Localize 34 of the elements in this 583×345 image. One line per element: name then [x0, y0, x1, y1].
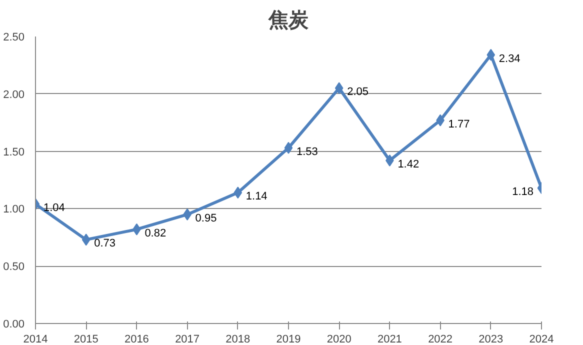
x-tick-label: 2014	[23, 334, 48, 345]
x-tick-label: 2015	[74, 334, 98, 345]
point	[82, 234, 90, 246]
x-tick-label: 2019	[276, 334, 301, 345]
y-tick-label: 0.50	[3, 261, 25, 274]
x-tick-label: 2021	[377, 334, 402, 345]
x-tick-label: 2024	[529, 334, 554, 345]
point	[486, 48, 496, 61]
data-label: 0.82	[144, 227, 166, 240]
point	[234, 186, 242, 199]
x-tick-label: 2023	[478, 334, 504, 345]
chart-title: 焦炭	[268, 8, 310, 32]
x-tick-label: 2017	[175, 334, 200, 345]
y-tick-label: 1.00	[3, 204, 25, 216]
data-label: 1.77	[448, 118, 470, 130]
data-label: 0.95	[195, 212, 217, 224]
data-label: 1.04	[44, 202, 65, 214]
data-label: 1.18	[512, 186, 534, 198]
data-label: 0.73	[94, 238, 116, 250]
x-tick-label: 2022	[428, 334, 453, 345]
x-tick-label: 2016	[124, 334, 149, 345]
data-label: 1.42	[398, 158, 420, 170]
data-label: 1.14	[246, 190, 268, 203]
data-label: 1.53	[296, 146, 318, 158]
data-label: 2.34	[498, 52, 520, 65]
y-tick-label: 1.50	[3, 146, 25, 158]
y-tick-label: 2.50	[3, 32, 25, 44]
data-label: 2.05	[347, 86, 369, 98]
y-tick-label: 2.00	[3, 88, 25, 101]
x-tick-label: 2018	[226, 334, 250, 345]
y-tick-label: 0.00	[3, 318, 25, 330]
point	[334, 82, 344, 94]
point	[284, 142, 293, 154]
x-tick-label: 2020	[326, 334, 352, 345]
